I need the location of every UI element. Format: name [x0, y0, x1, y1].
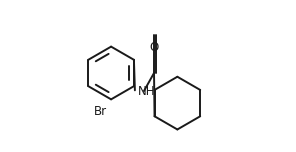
- Text: Br: Br: [94, 105, 107, 118]
- Text: O: O: [149, 41, 159, 54]
- Text: NH: NH: [138, 85, 156, 98]
